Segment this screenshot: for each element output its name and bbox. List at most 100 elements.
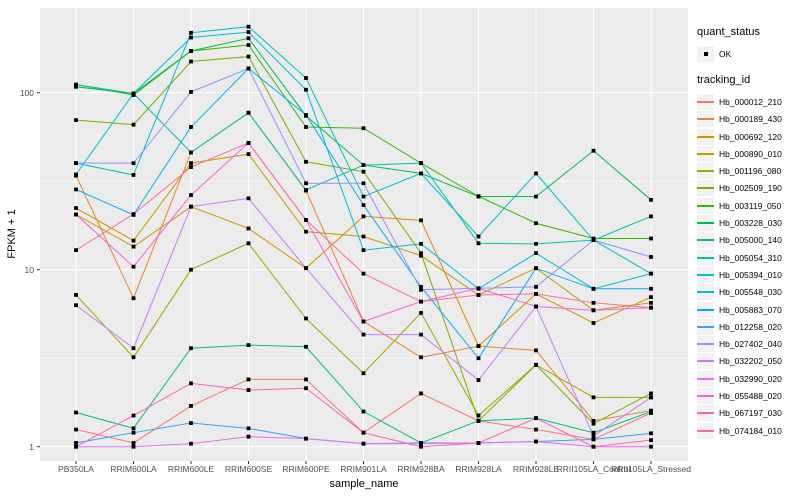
data-point-Hb_005054_310[interactable] — [189, 150, 193, 155]
data-point-Hb_005883_070[interactable] — [591, 286, 596, 291]
data-point-Hb_032990_020[interactable] — [131, 444, 136, 449]
data-point-Hb_001196_080[interactable] — [361, 371, 366, 376]
data-point-Hb_032990_020[interactable] — [534, 439, 538, 444]
data-point-Hb_005394_010[interactable] — [476, 234, 481, 239]
legend-item-Hb_003228_030[interactable]: Hb_003228_030 — [697, 214, 797, 232]
data-point-Hb_012258_020[interactable] — [591, 437, 596, 442]
data-point-Hb_067197_030[interactable] — [534, 416, 538, 421]
data-point-Hb_000692_120[interactable] — [246, 226, 251, 231]
data-point-Hb_000189_430[interactable] — [534, 348, 538, 353]
data-point-Hb_001196_080[interactable] — [304, 316, 308, 321]
data-point-Hb_000890_010[interactable] — [361, 234, 366, 239]
legend-quant-item[interactable]: OK — [697, 45, 797, 62]
data-point-Hb_005054_310[interactable] — [246, 110, 251, 115]
data-point-Hb_055488_020[interactable] — [361, 319, 366, 324]
data-point-Hb_000890_010[interactable] — [131, 238, 136, 243]
data-point-Hb_000012_210[interactable] — [419, 391, 423, 396]
data-point-Hb_067197_030[interactable] — [419, 444, 423, 449]
data-point-Hb_000012_210[interactable] — [131, 441, 136, 445]
data-point-Hb_000692_120[interactable] — [361, 214, 366, 219]
data-point-Hb_001196_080[interactable] — [591, 395, 596, 400]
data-point-Hb_001196_080[interactable] — [74, 293, 78, 297]
data-point-Hb_074184_010[interactable] — [189, 165, 193, 169]
legend-item-Hb_067197_030[interactable]: Hb_067197_030 — [697, 405, 797, 422]
data-point-Hb_005000_140[interactable] — [591, 430, 596, 435]
data-point-Hb_003228_030[interactable] — [189, 49, 193, 53]
data-point-Hb_005883_070[interactable] — [649, 286, 653, 291]
data-point-Hb_067197_030[interactable] — [649, 438, 653, 442]
data-point-Hb_012258_020[interactable] — [649, 431, 653, 436]
legend-item-Hb_055488_020[interactable]: Hb_055488_020 — [697, 387, 797, 404]
data-point-Hb_000189_430[interactable] — [591, 418, 596, 423]
data-point-Hb_005548_030[interactable] — [361, 248, 366, 253]
data-point-Hb_005883_070[interactable] — [361, 203, 366, 207]
data-point-Hb_000692_120[interactable] — [476, 344, 481, 349]
data-point-Hb_001196_080[interactable] — [246, 241, 251, 246]
data-point-Hb_005000_140[interactable] — [131, 426, 136, 431]
data-point-Hb_074184_010[interactable] — [534, 291, 538, 296]
data-point-Hb_000012_210[interactable] — [246, 377, 251, 382]
data-point-Hb_032990_020[interactable] — [361, 441, 366, 446]
data-point-Hb_000012_210[interactable] — [304, 377, 308, 382]
data-point-Hb_005054_310[interactable] — [649, 214, 653, 219]
data-point-Hb_005394_010[interactable] — [361, 194, 366, 199]
data-point-Hb_027402_040[interactable] — [534, 284, 538, 289]
legend-item-Hb_000692_120[interactable]: Hb_000692_120 — [697, 128, 797, 145]
data-point-Hb_032202_050[interactable] — [189, 204, 193, 209]
data-point-Hb_005394_010[interactable] — [246, 24, 251, 29]
data-point-Hb_002509_190[interactable] — [74, 118, 78, 123]
data-point-Hb_005000_140[interactable] — [476, 418, 481, 423]
data-point-Hb_000012_210[interactable] — [74, 427, 78, 432]
data-point-Hb_002509_190[interactable] — [304, 159, 308, 164]
data-point-Hb_027402_040[interactable] — [189, 90, 193, 94]
data-point-Hb_032990_020[interactable] — [304, 436, 308, 441]
data-point-Hb_005394_010[interactable] — [189, 30, 193, 35]
data-point-Hb_074184_010[interactable] — [304, 218, 308, 222]
data-point-Hb_005054_310[interactable] — [304, 188, 308, 192]
data-point-Hb_027402_040[interactable] — [131, 161, 136, 166]
data-point-Hb_067197_030[interactable] — [131, 413, 136, 418]
data-point-Hb_055488_020[interactable] — [591, 308, 596, 313]
data-point-Hb_000890_010[interactable] — [304, 229, 308, 234]
data-point-Hb_002509_190[interactable] — [591, 421, 596, 426]
data-point-Hb_074184_010[interactable] — [246, 141, 251, 145]
data-point-Hb_000692_120[interactable] — [649, 295, 653, 300]
data-point-Hb_032990_020[interactable] — [649, 444, 653, 449]
data-point-Hb_003119_050[interactable] — [361, 126, 366, 131]
data-point-Hb_005054_310[interactable] — [476, 241, 481, 246]
data-point-Hb_074184_010[interactable] — [419, 299, 423, 304]
data-point-Hb_055488_020[interactable] — [534, 304, 538, 309]
data-point-Hb_000189_430[interactable] — [131, 296, 136, 301]
data-point-Hb_005883_070[interactable] — [304, 113, 308, 117]
data-point-Hb_005054_310[interactable] — [361, 163, 366, 167]
legend-item-Hb_003119_050[interactable]: Hb_003119_050 — [697, 197, 797, 214]
data-point-Hb_003119_050[interactable] — [649, 236, 653, 241]
data-point-Hb_000890_010[interactable] — [419, 253, 423, 258]
data-point-Hb_067197_030[interactable] — [246, 388, 251, 392]
data-point-Hb_055488_020[interactable] — [476, 286, 481, 291]
data-point-Hb_003119_050[interactable] — [304, 125, 308, 129]
data-point-Hb_005000_140[interactable] — [649, 409, 653, 414]
data-point-Hb_002509_190[interactable] — [649, 391, 653, 396]
data-point-Hb_032202_050[interactable] — [131, 346, 136, 351]
legend-item-Hb_032990_020[interactable]: Hb_032990_020 — [697, 370, 797, 387]
data-point-Hb_003228_030[interactable] — [534, 194, 538, 199]
data-point-Hb_005000_140[interactable] — [361, 409, 366, 414]
data-point-Hb_027402_040[interactable] — [246, 66, 251, 71]
data-point-Hb_027402_040[interactable] — [591, 238, 596, 242]
data-point-Hb_027402_040[interactable] — [74, 161, 78, 166]
data-point-Hb_005883_070[interactable] — [476, 356, 481, 361]
legend-item-Hb_000890_010[interactable]: Hb_000890_010 — [697, 145, 797, 162]
data-point-Hb_005000_140[interactable] — [74, 410, 78, 415]
data-point-Hb_005548_030[interactable] — [246, 30, 251, 34]
data-point-Hb_027402_040[interactable] — [361, 181, 366, 186]
data-point-Hb_002509_190[interactable] — [189, 59, 193, 64]
data-point-Hb_012258_020[interactable] — [246, 426, 251, 431]
data-point-Hb_012258_020[interactable] — [74, 441, 78, 445]
data-point-Hb_067197_030[interactable] — [74, 444, 78, 449]
legend-item-Hb_005054_310[interactable]: Hb_005054_310 — [697, 249, 797, 266]
data-point-Hb_000890_010[interactable] — [246, 152, 251, 156]
data-point-Hb_000890_010[interactable] — [189, 161, 193, 166]
data-point-Hb_005883_070[interactable] — [534, 266, 538, 271]
legend-item-Hb_000189_430[interactable]: Hb_000189_430 — [697, 111, 797, 128]
